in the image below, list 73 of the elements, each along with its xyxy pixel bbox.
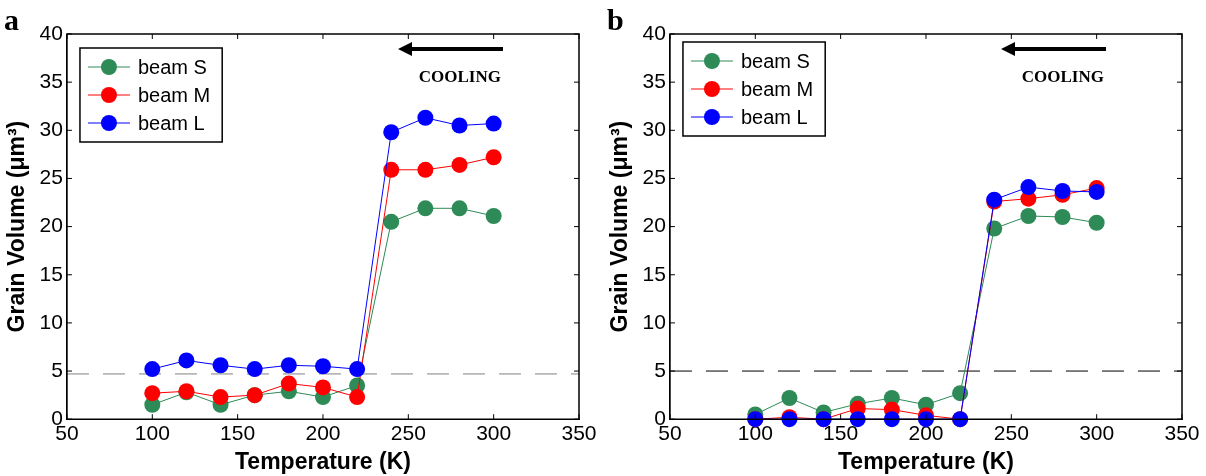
annotation: COOLING <box>1021 67 1104 86</box>
legend-label: beam L <box>137 111 205 134</box>
point <box>314 358 331 375</box>
point <box>178 352 195 369</box>
chart-title: a <box>4 2 19 36</box>
x-tick-label: 100 <box>134 420 170 444</box>
point <box>349 361 366 378</box>
point <box>485 149 502 166</box>
point <box>451 200 468 217</box>
point <box>1020 208 1037 225</box>
point <box>144 385 161 402</box>
y-axis-title: Grain Volume (μm³) <box>606 120 633 333</box>
point <box>246 361 263 378</box>
y-tick-label: 40 <box>39 20 63 44</box>
point <box>417 161 434 178</box>
y-tick-label: 25 <box>39 165 63 189</box>
point <box>383 161 400 178</box>
legend-label: beam S <box>137 55 207 78</box>
legend-label: beam M <box>137 83 211 106</box>
y-tick-label: 35 <box>39 68 63 92</box>
y-tick-label: 10 <box>39 309 63 333</box>
point <box>383 124 400 141</box>
point <box>1054 208 1071 225</box>
legend-label: beam L <box>740 105 808 128</box>
point <box>349 389 366 406</box>
annotation: COOLING <box>418 67 501 86</box>
x-tick-label: 250 <box>390 420 426 444</box>
point <box>212 389 229 406</box>
point <box>952 385 969 402</box>
point <box>280 357 297 374</box>
x-tick-label: 350 <box>561 420 597 444</box>
y-tick-label: 5 <box>51 357 63 381</box>
x-tick-label: 100 <box>737 420 773 444</box>
y-tick-label: 40 <box>642 20 666 44</box>
y-tick-label: 35 <box>642 68 666 92</box>
x-axis-title: Temperature (K) <box>838 447 1014 474</box>
x-tick-label: 150 <box>823 420 859 444</box>
x-tick-label: 300 <box>1079 420 1115 444</box>
point <box>417 200 434 217</box>
legend-label: beam S <box>740 49 810 72</box>
y-tick-label: 30 <box>39 117 63 141</box>
y-tick-label: 30 <box>642 117 666 141</box>
point <box>212 357 229 374</box>
legend-label: beam M <box>740 77 814 100</box>
x-tick-label: 250 <box>993 420 1029 444</box>
x-tick-label: 200 <box>305 420 341 444</box>
point <box>1020 179 1037 196</box>
y-axis-title: Grain Volume (μm³) <box>3 120 30 333</box>
x-tick-label: 150 <box>220 420 256 444</box>
point <box>485 115 502 132</box>
y-tick-label: 5 <box>654 357 666 381</box>
point <box>144 361 161 378</box>
point <box>1088 214 1105 231</box>
x-tick-label: 300 <box>476 420 512 444</box>
x-tick-label: 350 <box>1164 420 1200 444</box>
point <box>383 213 400 230</box>
y-tick-label: 15 <box>39 261 63 285</box>
y-tick-label: 20 <box>642 213 666 237</box>
x-tick-label: 200 <box>908 420 944 444</box>
point <box>451 117 468 134</box>
y-tick-label: 25 <box>642 165 666 189</box>
point <box>451 156 468 173</box>
x-axis-title: Temperature (K) <box>235 447 411 474</box>
chart-title: b <box>607 2 624 36</box>
point <box>314 379 331 396</box>
point <box>280 375 297 392</box>
y-tick-label: 10 <box>642 309 666 333</box>
point <box>417 109 434 126</box>
point <box>485 208 502 225</box>
y-tick-label: 15 <box>642 261 666 285</box>
y-tick-label: 20 <box>39 213 63 237</box>
point <box>1054 182 1071 199</box>
point <box>781 390 798 407</box>
